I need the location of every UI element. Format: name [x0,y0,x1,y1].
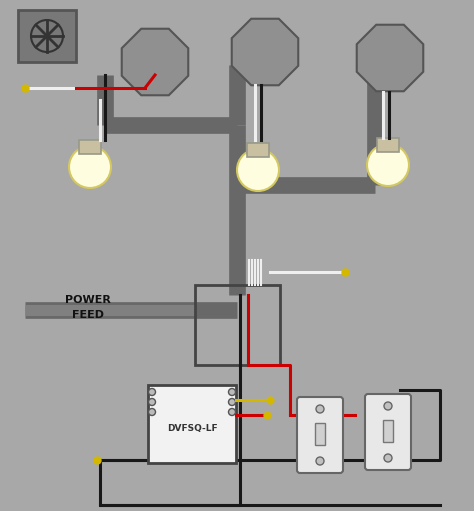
Polygon shape [122,29,188,95]
FancyBboxPatch shape [297,397,343,473]
Circle shape [367,144,409,186]
Text: FEED: FEED [72,310,104,320]
Circle shape [384,402,392,410]
Bar [148,385,236,463]
Circle shape [228,408,236,415]
Text: DVFSQ-LF: DVFSQ-LF [167,424,217,432]
FancyBboxPatch shape [365,394,411,470]
Circle shape [316,405,324,413]
Polygon shape [232,19,298,85]
Text: POWER: POWER [65,295,111,305]
Circle shape [148,388,155,396]
Bar [18,10,76,62]
Circle shape [228,388,236,396]
Circle shape [148,408,155,415]
Bar [247,143,269,157]
Circle shape [384,454,392,462]
Circle shape [148,399,155,406]
Polygon shape [357,25,423,91]
Circle shape [316,457,324,465]
Circle shape [69,146,111,188]
Bar [315,423,325,445]
Bar [383,420,393,442]
Bar [79,140,101,154]
Circle shape [228,399,236,406]
Circle shape [237,149,279,191]
Bar [195,285,280,365]
Bar [377,138,399,152]
